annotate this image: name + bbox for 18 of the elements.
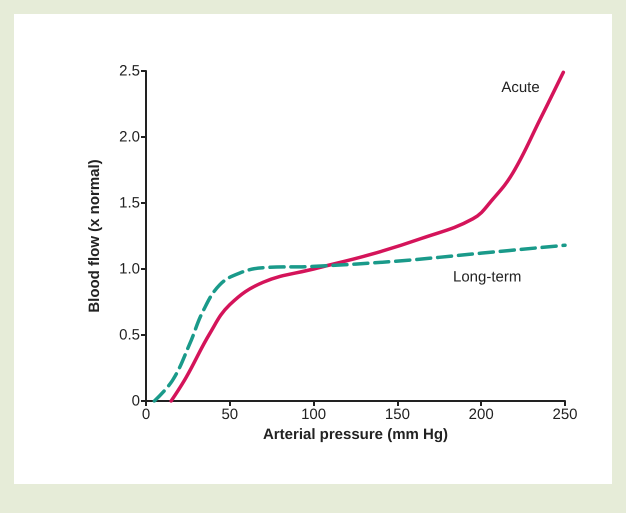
x-tick-label: 150 [384,406,410,423]
x-tick-label: 200 [468,406,494,423]
y-tick-label: 2.0 [119,128,140,146]
x-tick-label: 250 [552,406,578,423]
y-tick-label: 1.0 [119,260,140,278]
series-label: Long-term [453,268,522,286]
y-tick-label: 2.5 [119,62,140,80]
x-tick-label: 50 [221,406,238,423]
y-axis-title: Blood flow (x normal) [86,159,103,313]
x-tick-label: 0 [142,406,150,423]
y-tick-label: 0 [132,392,140,410]
line-series [169,70,566,403]
y-tick-label: 0.5 [119,326,140,344]
series-label: Acute [501,78,540,96]
x-tick-label: 100 [301,406,326,423]
line-series [152,243,567,403]
y-tick-label: 1.5 [119,194,140,212]
x-axis-title: Arterial pressure (mm Hg) [262,426,448,443]
